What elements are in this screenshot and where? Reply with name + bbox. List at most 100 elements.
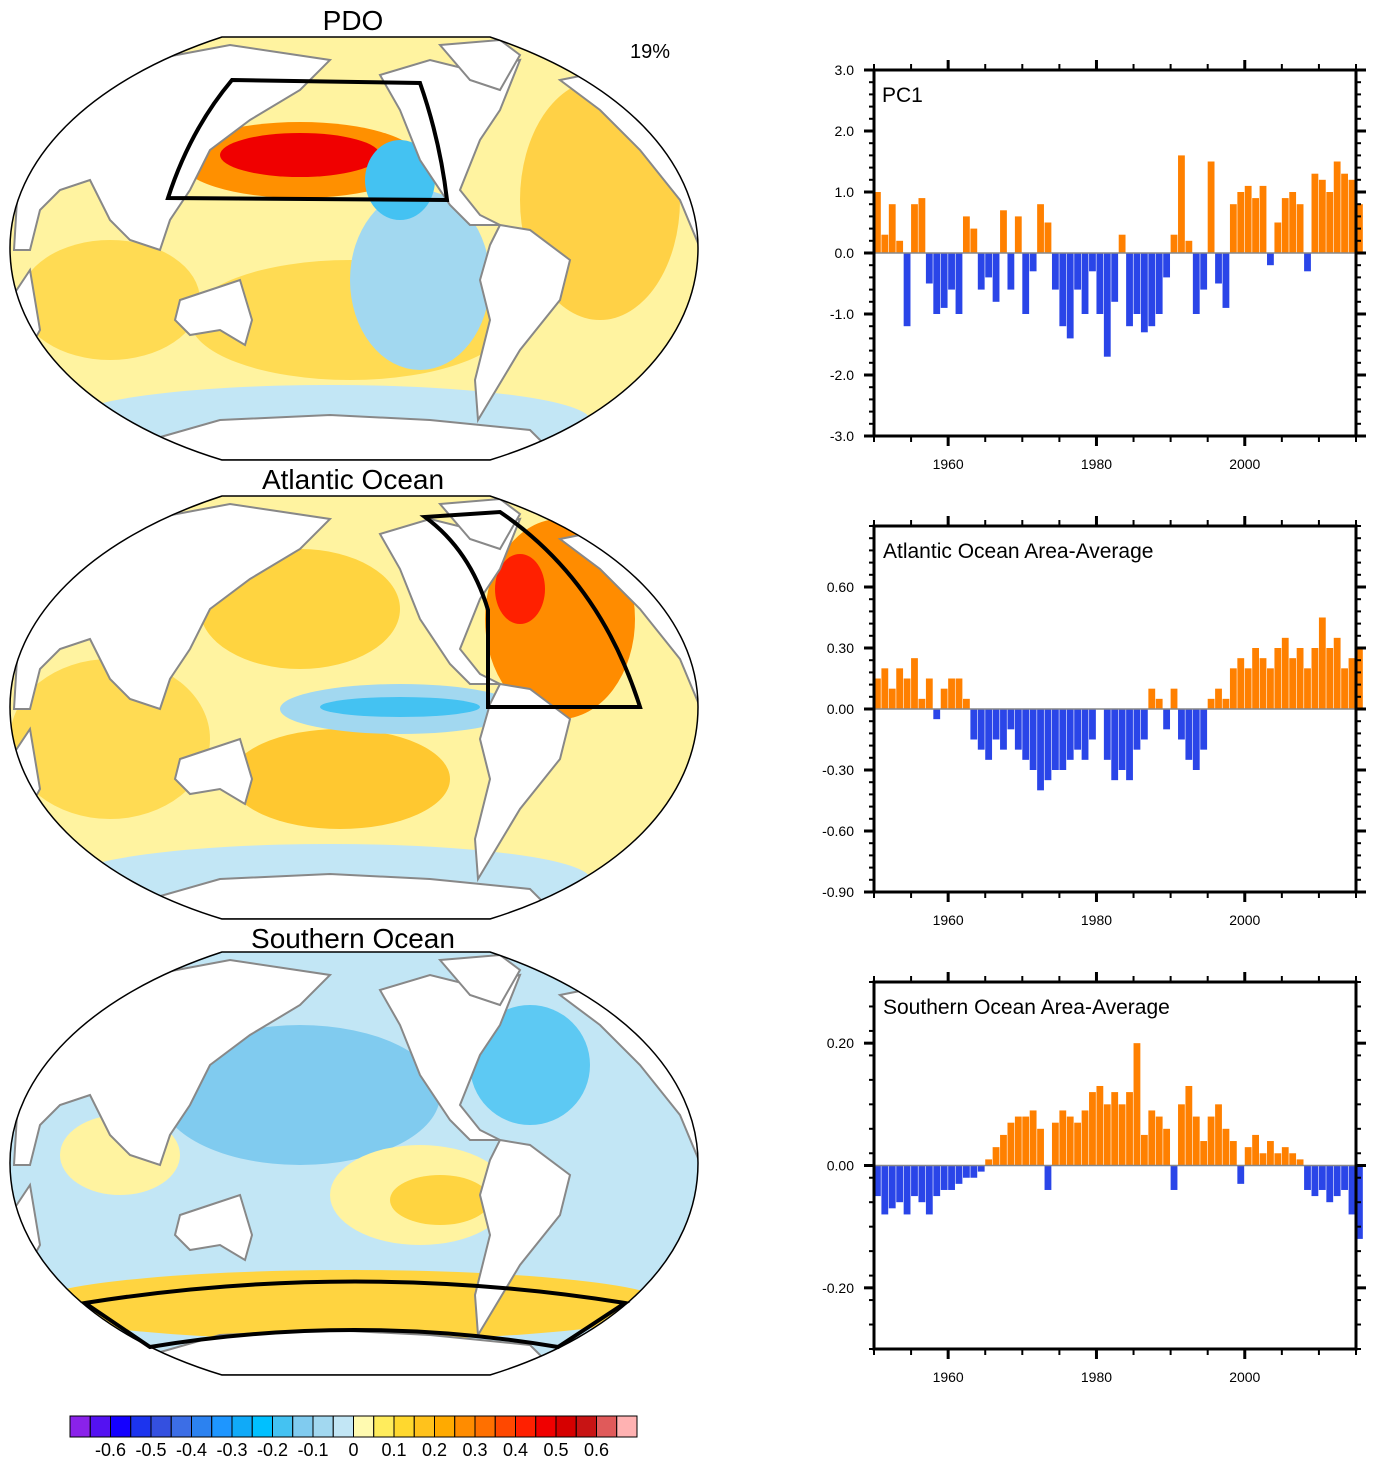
- map-title: Southern Ocean: [251, 923, 455, 954]
- colorbar-swatch: [575, 1415, 597, 1438]
- bar: [1148, 688, 1156, 709]
- bar: [1111, 709, 1119, 781]
- bar: [1252, 198, 1259, 253]
- y-tick-label: -2.0: [830, 367, 854, 383]
- bar: [940, 688, 948, 709]
- chart-panel-2: -0.90 -0.60 -0.30 0.00 0.30 0.60 1960 1980 2000 A…: [822, 516, 1366, 928]
- colorbar-label: 0.2: [422, 1440, 447, 1460]
- bar: [992, 253, 1000, 302]
- bar: [1192, 709, 1200, 770]
- bar: [1341, 173, 1348, 253]
- bar: [1103, 1104, 1111, 1166]
- bar: [1222, 253, 1230, 308]
- y-tick-label: -0.20: [822, 1280, 854, 1296]
- colorbar-swatch: [393, 1415, 415, 1438]
- bar: [1007, 709, 1015, 730]
- bar: [1022, 253, 1030, 314]
- colorbar-swatch: [110, 1415, 132, 1438]
- bar: [1126, 709, 1133, 781]
- bar: [1185, 709, 1193, 760]
- y-tick-label: 2.0: [835, 123, 855, 139]
- bar: [977, 1165, 985, 1172]
- bar: [1133, 253, 1141, 314]
- colorbar-label: 0.5: [543, 1440, 568, 1460]
- bar: [1170, 1165, 1178, 1190]
- bar: [970, 1165, 978, 1178]
- map-title: PDO: [323, 5, 384, 36]
- bar: [1140, 253, 1148, 333]
- bar: [1215, 253, 1222, 284]
- bar: [896, 240, 904, 253]
- colorbar-label: -0.2: [257, 1440, 288, 1460]
- bar: [1326, 192, 1334, 253]
- bar: [903, 1165, 911, 1215]
- colorbar-swatch: [231, 1415, 253, 1438]
- bar: [1163, 1128, 1171, 1166]
- bar: [911, 1165, 918, 1197]
- bar: [1170, 688, 1178, 709]
- bar: [1103, 709, 1111, 760]
- y-tick-label: -3.0: [830, 428, 854, 444]
- bar: [940, 1165, 948, 1190]
- chart-panel-1: -3.0 -2.0 -1.0 0.0 1.0 2.0 3.0 1960 1980 2000 PC1: [830, 60, 1366, 472]
- bar: [1200, 1141, 1208, 1166]
- x-tick-label: 1980: [1081, 912, 1112, 928]
- bar: [985, 253, 993, 278]
- bar: [1348, 1165, 1356, 1215]
- bar: [1318, 617, 1326, 709]
- bar: [933, 253, 941, 314]
- colorbar-label: -0.6: [95, 1440, 126, 1460]
- bar: [1014, 216, 1022, 253]
- pdo-region-box: [165, 77, 450, 203]
- bar: [1096, 1085, 1104, 1166]
- colorbar-label: -0.1: [297, 1440, 328, 1460]
- bar: [1259, 658, 1267, 709]
- bar: [1029, 709, 1037, 770]
- y-tick-label: -0.60: [822, 823, 854, 839]
- bar: [962, 1165, 970, 1178]
- bar: [911, 658, 918, 709]
- bar: [955, 678, 963, 709]
- x-tick-label: 1980: [1081, 456, 1112, 472]
- chart-title: Atlantic Ocean Area-Average: [883, 540, 1153, 563]
- bar: [1185, 1085, 1193, 1166]
- bar: [925, 678, 933, 709]
- bar: [903, 678, 911, 709]
- bar: [1304, 668, 1311, 709]
- bar: [1259, 185, 1267, 253]
- bar: [985, 709, 993, 760]
- bar: [948, 678, 955, 709]
- bar: [888, 204, 896, 253]
- bar: [955, 1165, 963, 1184]
- bar: [1022, 709, 1030, 760]
- bar: [1333, 637, 1341, 709]
- bar: [1267, 668, 1274, 709]
- bar: [1007, 1122, 1015, 1166]
- x-tick-label: 1960: [933, 1369, 964, 1385]
- bar: [1133, 709, 1141, 750]
- colorbar-swatch: [616, 1415, 638, 1438]
- bar: [1066, 1116, 1074, 1166]
- bar: [962, 216, 970, 253]
- x-tick-label: 2000: [1229, 912, 1260, 928]
- bar: [1155, 1116, 1163, 1166]
- bar: [1296, 648, 1304, 709]
- bar: [1348, 658, 1356, 709]
- bar: [1155, 698, 1163, 709]
- bar: [985, 1159, 993, 1166]
- chart-title: Southern Ocean Area-Average: [883, 996, 1170, 1019]
- bar: [1044, 1165, 1052, 1190]
- bar: [1074, 253, 1082, 290]
- bar: [1000, 1134, 1007, 1166]
- bar: [1296, 204, 1304, 253]
- y-tick-label: 1.0: [835, 184, 855, 200]
- bar: [1244, 1147, 1252, 1166]
- colorbar-swatch: [211, 1415, 233, 1438]
- map-southern: Southern Ocean: [9, 923, 699, 1376]
- bar: [1229, 668, 1237, 709]
- bar: [955, 253, 963, 314]
- colorbar-swatch: [515, 1415, 537, 1438]
- colorbar-swatch: [434, 1415, 456, 1438]
- bar: [925, 1165, 933, 1215]
- x-tick-label: 1960: [933, 912, 964, 928]
